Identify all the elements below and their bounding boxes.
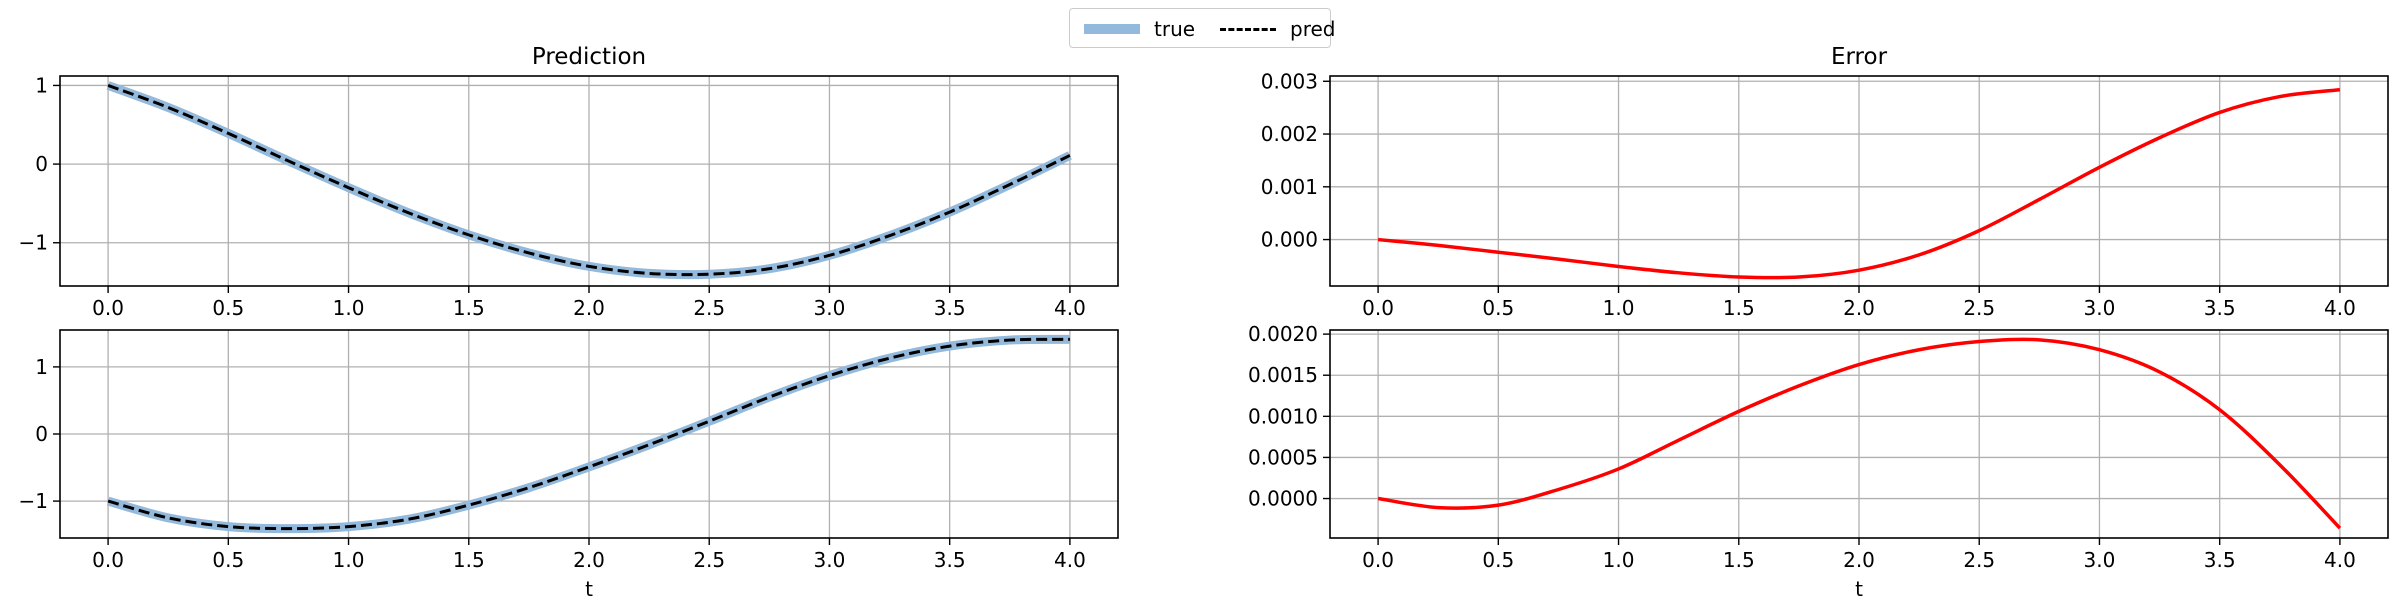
y-tick-label: 0.002 — [1261, 122, 1318, 146]
series-line-pred — [107, 337, 1070, 531]
legend-label-pred: pred — [1290, 17, 1336, 41]
x-tick-label: 2.0 — [1843, 548, 1875, 572]
y-tick-label: 0.0010 — [1248, 404, 1318, 428]
x-tick-label: 0.5 — [212, 548, 244, 572]
x-tick-label: 2.5 — [1963, 548, 1995, 572]
x-tick-label: 0.5 — [1482, 296, 1514, 320]
x-tick-label: 3.0 — [814, 296, 846, 320]
legend: true pred — [1069, 8, 1335, 49]
y-tick-label: 0.000 — [1261, 228, 1318, 252]
x-axis-label: t — [1855, 577, 1863, 601]
y-tick-label: −1 — [19, 489, 48, 513]
x-tick-label: 2.0 — [573, 296, 605, 320]
x-tick-label: 0.0 — [92, 548, 124, 572]
subplot-4: 0.0 0.5 1.0 1.5 2.0 2.5 3.0 3.5 4.0 0.0020 0.0015 0… — [1248, 322, 2389, 601]
legend-item-true: true — [1084, 9, 1195, 49]
x-tick-label: 1.5 — [1723, 548, 1755, 572]
series-line-error — [1377, 87, 2341, 280]
x-tick-label: 4.0 — [1054, 548, 1086, 572]
x-tick-label: 2.5 — [693, 296, 725, 320]
subplot-title: Error — [1831, 44, 1888, 70]
y-tick-label: 0.003 — [1261, 69, 1318, 93]
x-tick-label: 4.0 — [2324, 548, 2356, 572]
x-axis-label: t — [585, 577, 593, 601]
y-tick-label: 0 — [35, 152, 48, 176]
legend-swatch-true — [1084, 24, 1140, 34]
x-tick-label: 2.5 — [1963, 296, 1995, 320]
subplot-title: Prediction — [532, 44, 646, 70]
x-tick-label: 0.0 — [1362, 548, 1394, 572]
y-tick-label: 0.0000 — [1248, 487, 1318, 511]
x-tick-label: 0.0 — [92, 296, 124, 320]
x-tick-label: 2.0 — [573, 548, 605, 572]
x-tick-label: 3.0 — [2084, 548, 2116, 572]
x-tick-label: 3.5 — [2204, 548, 2236, 572]
series-line-pred — [107, 84, 1071, 277]
x-tick-label: 1.5 — [453, 548, 485, 572]
x-tick-label: 3.0 — [814, 548, 846, 572]
y-tick-label: 0 — [35, 422, 48, 446]
x-tick-label: 2.5 — [693, 548, 725, 572]
subplot-2: 0.0 0.5 1.0 1.5 2.0 2.5 3.0 3.5 4.0 0.003 0.002 0.0… — [1261, 44, 2389, 320]
x-tick-label: 1.0 — [1603, 296, 1635, 320]
y-tick-label: 1 — [35, 355, 48, 379]
legend-label-true: true — [1154, 17, 1196, 41]
x-tick-label: 1.5 — [1723, 296, 1755, 320]
x-tick-label: 1.0 — [1603, 548, 1635, 572]
x-tick-label: 2.0 — [1843, 296, 1875, 320]
x-tick-label: 0.0 — [1362, 296, 1394, 320]
x-tick-label: 3.5 — [2204, 296, 2236, 320]
x-tick-label: 0.5 — [1482, 548, 1514, 572]
x-tick-label: 3.5 — [934, 296, 966, 320]
x-tick-label: 4.0 — [1054, 296, 1086, 320]
subplot-1: 0.0 0.5 1.0 1.5 2.0 2.5 3.0 3.5 4.0 1 0 −1 Predictio… — [19, 44, 1119, 320]
legend-swatch-pred — [1220, 27, 1276, 31]
x-tick-label: 0.5 — [212, 296, 244, 320]
subplot-3: 0.0 0.5 1.0 1.5 2.0 2.5 3.0 3.5 4.0 1 0 −1 t — [19, 329, 1119, 601]
x-tick-label: 1.5 — [453, 296, 485, 320]
y-tick-label: 0.0015 — [1248, 363, 1318, 387]
x-tick-label: 1.0 — [333, 296, 365, 320]
y-tick-label: 0.0005 — [1248, 445, 1318, 469]
y-tick-label: 1 — [35, 73, 48, 97]
x-tick-label: 3.5 — [934, 548, 966, 572]
x-tick-label: 4.0 — [2324, 296, 2356, 320]
y-tick-label: 0.001 — [1261, 175, 1318, 199]
x-tick-label: 1.0 — [333, 548, 365, 572]
y-tick-label: −1 — [19, 231, 48, 255]
series-line-error — [1377, 337, 2342, 530]
legend-item-pred: pred — [1220, 9, 1335, 49]
y-tick-label: 0.0020 — [1248, 322, 1318, 346]
x-tick-label: 3.0 — [2084, 296, 2116, 320]
